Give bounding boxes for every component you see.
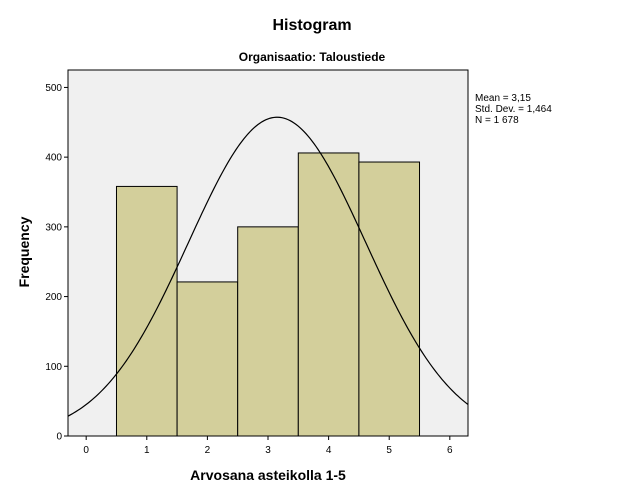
histogram-bar <box>237 226 299 437</box>
y-tick-label: 100 <box>45 362 62 373</box>
y-tick-label: 400 <box>45 153 62 164</box>
x-tick-label: 0 <box>83 445 89 456</box>
x-tick-label: 2 <box>205 445 211 456</box>
bars-group <box>115 152 421 437</box>
stat-std-dev: Std. Dev. = 1,464 <box>475 104 552 115</box>
x-tick-label: 3 <box>265 445 271 456</box>
x-tick-label: 1 <box>144 445 150 456</box>
chart-subtitle: Organisaatio: Taloustiede <box>239 50 386 64</box>
y-tick-label: 300 <box>45 222 62 233</box>
y-tick-label: 500 <box>45 83 62 94</box>
chart-title: Histogram <box>272 17 351 34</box>
x-tick-label: 5 <box>386 445 392 456</box>
x-tick-label: 6 <box>447 445 453 456</box>
y-tick-label: 200 <box>45 292 62 303</box>
histogram-bar <box>176 281 239 437</box>
histogram-bar <box>358 161 421 437</box>
y-tick-label: 0 <box>56 432 62 443</box>
stat-mean: Mean = 3,15 <box>475 93 531 104</box>
y-axis-label: Frequency <box>16 216 32 287</box>
x-axis-label: Arvosana asteikolla 1-5 <box>190 467 346 483</box>
x-axis: 0 1 2 3 4 5 6 <box>83 436 453 456</box>
histogram-bar <box>115 185 178 437</box>
normal-curve <box>67 116 469 417</box>
stat-n: N = 1 678 <box>475 115 519 126</box>
histogram-bar <box>297 152 360 437</box>
y-axis: 0 100 200 300 400 500 <box>45 83 68 443</box>
x-tick-label: 4 <box>326 445 332 456</box>
